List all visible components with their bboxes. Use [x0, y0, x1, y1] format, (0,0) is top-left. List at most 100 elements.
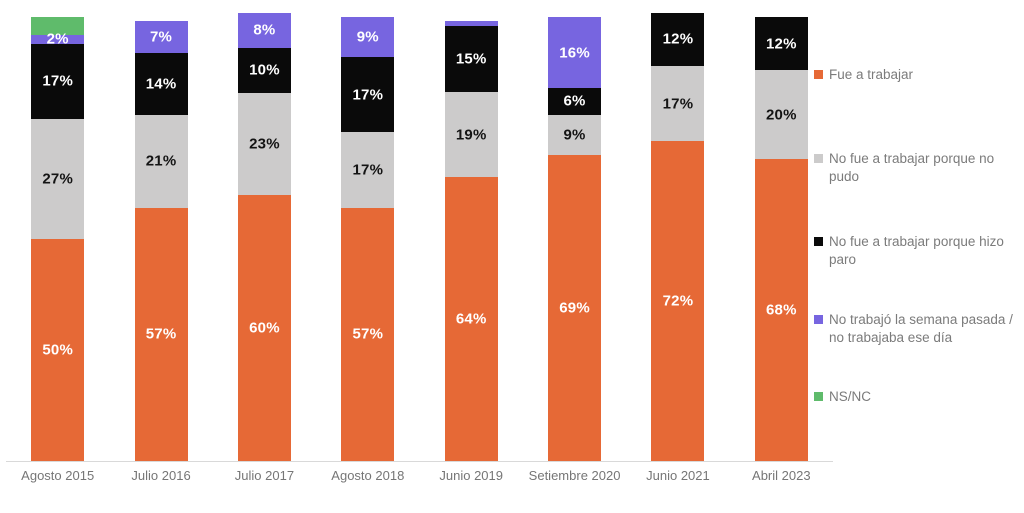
chart-legend: Fue a trabajar No fue a trabajar porque n… — [814, 0, 1019, 513]
bar-segment: 17% — [341, 132, 395, 208]
bar-slot: 9% 17% 17% 57% — [316, 8, 419, 461]
stacked-bar-agosto-2015: 2% 17% 27% 50% — [31, 17, 85, 461]
bar-slot: 12% 17% 72% — [626, 8, 729, 461]
plot-area: 2% 17% 27% 50% 7% 14% 21% 57% 8% 10% 23% 60% 9% 17% 17… — [6, 8, 833, 462]
segment-value-label: 17% — [662, 95, 694, 113]
bar-slot: 8% 10% 23% 60% — [213, 8, 316, 461]
segment-value-label: 50% — [42, 341, 73, 359]
segment-value-label: 64% — [455, 310, 487, 328]
segment-value-label: 68% — [766, 301, 797, 319]
bar-slot: 2% 17% 27% 50% — [6, 8, 109, 461]
legend-swatch-icon — [814, 70, 823, 79]
bar-segment: 20% — [754, 70, 808, 160]
segment-value-label: 19% — [455, 126, 487, 144]
segment-value-label: 57% — [145, 325, 177, 343]
bar-segment: 64% — [444, 176, 498, 461]
stacked-bar-abril-2023: 12% 20% 68% — [754, 17, 808, 461]
bar-slot: 15% 19% 64% — [420, 8, 523, 461]
segment-value-label: 20% — [766, 106, 797, 124]
x-axis-label: Junio 2019 — [439, 468, 503, 483]
bar-segment: 72% — [651, 141, 705, 461]
bar-slot: 12% 20% 68% — [730, 8, 833, 461]
segment-value-label: 14% — [145, 75, 177, 93]
bar-segment: 21% — [134, 114, 188, 208]
bar-segment: 27% — [31, 119, 85, 239]
bar-segment: 8% — [237, 12, 291, 49]
segment-value-label: 27% — [42, 170, 73, 188]
stacked-bar-setiembre-2020: 16% 6% 9% 69% — [548, 17, 602, 461]
x-axis-label: Agosto 2015 — [21, 468, 95, 483]
legend-swatch-icon — [814, 315, 823, 324]
bar-segment: 12% — [754, 17, 808, 71]
x-axis-label: Julio 2016 — [131, 468, 191, 483]
bar-segment: 60% — [237, 194, 291, 461]
x-axis-label: Julio 2017 — [234, 468, 295, 483]
segment-value-label: 7% — [150, 28, 173, 46]
x-axis-label: Setiembre 2020 — [528, 468, 621, 483]
segment-value-label: 60% — [249, 319, 280, 337]
bar-segment: 57% — [134, 207, 188, 461]
bar-segment: 69% — [548, 154, 602, 461]
bar-segment: 6% — [548, 88, 602, 115]
segment-value-label: 17% — [352, 86, 384, 104]
bar-segment: 10% — [237, 48, 291, 93]
legend-label: NS/NC — [829, 389, 872, 404]
stacked-bar-junio-2019: 15% 19% 64% — [444, 21, 498, 461]
legend-label: Fue a trabajar — [829, 67, 914, 82]
segment-value-label: 72% — [662, 292, 694, 310]
segment-value-label: 9% — [356, 28, 379, 46]
legend-item: Fue a trabajar — [814, 66, 1017, 84]
bar-segment: 23% — [237, 92, 291, 195]
x-axis-labels: Agosto 2015 Julio 2016 Julio 2017 Agosto 20… — [6, 468, 833, 483]
bar-segment: 14% — [134, 52, 188, 115]
x-axis-label: Agosto 2018 — [331, 468, 405, 483]
bar-slot: 7% 14% 21% 57% — [109, 8, 212, 461]
bar-segment: 57% — [341, 207, 395, 461]
legend-label: No trabajó la semana pasada / no trabaja… — [829, 312, 1013, 345]
bar-segment — [444, 21, 498, 26]
bar-segment: 17% — [341, 56, 395, 133]
legend-item: NS/NC — [814, 388, 1017, 406]
bar-segment: 50% — [31, 239, 85, 461]
stacked-bar-julio-2017: 8% 10% 23% 60% — [237, 12, 291, 461]
segment-value-label: 15% — [455, 50, 487, 68]
bar-segment: 2% — [31, 30, 85, 48]
segment-value-label: 23% — [249, 135, 280, 153]
legend-label: No fue a trabajar porque hizo paro — [829, 234, 1004, 267]
bar-segment: 7% — [134, 21, 188, 53]
bar-slot: 16% 6% 9% 69% — [523, 8, 626, 461]
stacked-bar-agosto-2018: 9% 17% 17% 57% — [341, 17, 395, 461]
legend-item: No fue a trabajar porque no pudo — [814, 150, 1017, 186]
stacked-bar-julio-2016: 7% 14% 21% 57% — [134, 21, 188, 461]
bar-segment: 12% — [651, 12, 705, 66]
bar-segment: 9% — [548, 114, 602, 155]
legend-swatch-icon — [814, 392, 823, 401]
segment-value-label: 12% — [766, 35, 797, 53]
segment-value-label: 17% — [352, 161, 384, 179]
segment-value-label: 8% — [253, 21, 276, 39]
segment-value-label: 2% — [46, 30, 69, 48]
segment-value-label: 21% — [145, 152, 177, 170]
segment-value-label: 17% — [42, 72, 73, 90]
segment-value-label: 69% — [559, 299, 590, 317]
bar-segment: 17% — [31, 43, 85, 120]
bar-segment: 19% — [444, 92, 498, 177]
stacked-bar-junio-2021: 12% 17% 72% — [651, 12, 705, 461]
x-axis-label: Abril 2023 — [752, 468, 811, 483]
bar-segment — [31, 17, 85, 35]
segment-value-label: 10% — [249, 61, 280, 79]
bar-segment: 9% — [341, 17, 395, 57]
segment-value-label: 16% — [559, 44, 590, 62]
legend-item: No fue a trabajar porque hizo paro — [814, 233, 1017, 269]
x-axis-label: Junio 2021 — [646, 468, 710, 483]
legend-label: No fue a trabajar porque no pudo — [829, 151, 995, 184]
legend-item: No trabajó la semana pasada / no trabaja… — [814, 311, 1017, 347]
bar-segment: 68% — [754, 159, 808, 461]
bar-segment: 15% — [444, 25, 498, 93]
bar-segment: 17% — [651, 65, 705, 142]
segment-value-label: 6% — [563, 92, 586, 110]
legend-swatch-icon — [814, 154, 823, 163]
segment-value-label: 57% — [352, 325, 384, 343]
segment-value-label: 9% — [563, 126, 586, 144]
